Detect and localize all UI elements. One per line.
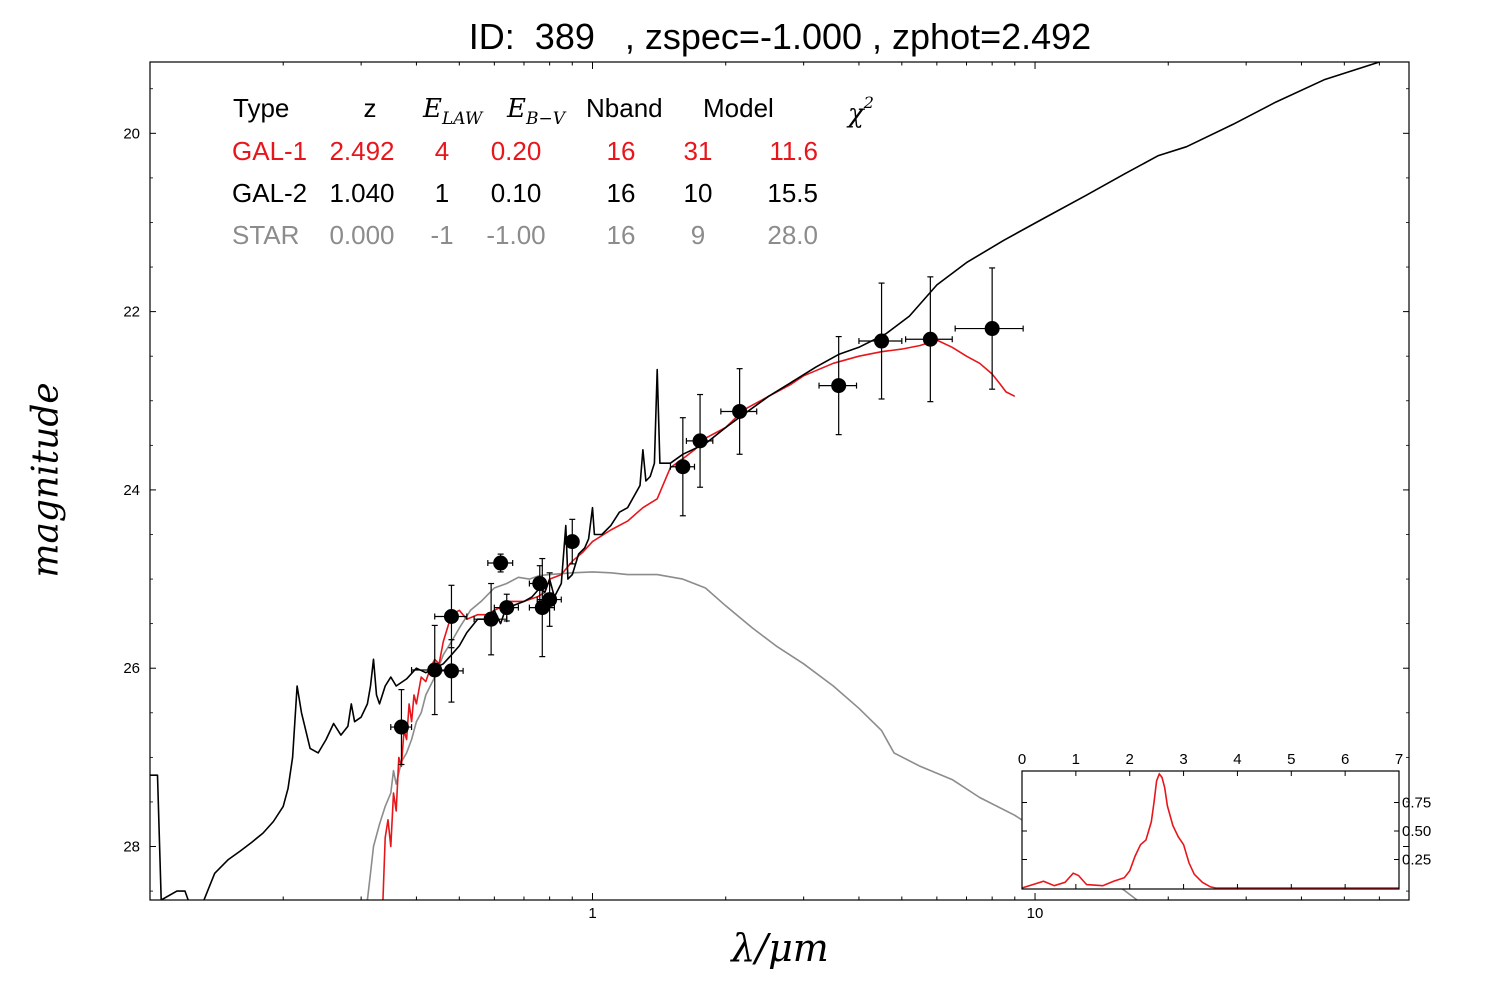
legend-row-star: STAR 0.000 -1 -1.00 16 9 28.0 [232, 220, 818, 250]
legend-cell-type: GAL-1 [232, 136, 307, 166]
photometry-point [493, 593, 519, 622]
series-line-gal-1 [382, 339, 1016, 900]
photometry-point [858, 282, 903, 400]
data-point [443, 609, 459, 625]
data-point [692, 433, 708, 449]
data-point [499, 600, 515, 616]
photometry-point [818, 335, 858, 436]
legend-cell-chi2: 28.0 [767, 220, 818, 250]
legend-cell-elaw: 4 [435, 136, 449, 166]
legend-cell-type: STAR [232, 220, 299, 250]
inset-x-tick-label: 3 [1179, 751, 1187, 768]
data-point [542, 592, 558, 608]
legend-cell-chi2: 15.5 [767, 178, 818, 208]
legend-header-z: z [364, 93, 377, 123]
inset-background [1022, 771, 1399, 889]
x-tick-label: 10 [1027, 905, 1044, 922]
photometry-point [390, 689, 413, 766]
data-point [564, 534, 580, 550]
inset-x-tick-label: 6 [1341, 751, 1349, 768]
photometry-point [905, 276, 953, 403]
photometry-point [528, 565, 551, 602]
series-line-gal-2 [150, 62, 1380, 900]
photometry-point [536, 572, 562, 627]
photometry-point [564, 518, 580, 565]
x-tick-label: 1 [588, 905, 596, 922]
legend-header-ebv: EB−V [506, 94, 567, 129]
photometry-point [487, 553, 514, 573]
legend-cell-elaw: -1 [430, 220, 453, 250]
chart-title: ID: 389 , zspec=-1.000 , zphot=2.492 [468, 16, 1092, 57]
data-point [532, 576, 548, 592]
photometry-point [669, 417, 696, 517]
legend-header-elaw: ELAW [422, 94, 484, 129]
inset-x-tick-label: 7 [1395, 751, 1403, 768]
inset-axis-ticks: 0 1 2 3 4 5 6 7 0.25 0.50 0.75 [1018, 751, 1431, 889]
data-point [427, 662, 443, 678]
pdz-line [1022, 772, 1399, 889]
legend-cell-model: 10 [684, 178, 713, 208]
data-point [393, 719, 409, 735]
legend-cell-z: 1.040 [329, 178, 394, 208]
photometry-point [434, 584, 468, 649]
data-point [984, 321, 1000, 337]
legend-cell-nband: 16 [607, 136, 636, 166]
legend-cell-model: 31 [684, 136, 713, 166]
legend-cell-chi2: 11.6 [769, 136, 818, 166]
inset-frame [1021, 770, 1400, 890]
pdz-curve [1022, 772, 1399, 889]
photometry-point [720, 368, 758, 455]
photometry-point [473, 582, 508, 656]
data-point [874, 333, 890, 349]
data-point [675, 459, 691, 475]
photometry-point [685, 393, 714, 488]
legend-cell-z: 2.492 [329, 136, 394, 166]
legend-cell-model: 9 [691, 220, 705, 250]
inset-x-tick-label: 2 [1126, 751, 1134, 768]
legend-cell-elaw: 1 [435, 178, 449, 208]
data-point [493, 555, 509, 571]
y-tick-label: 22 [123, 304, 140, 321]
y-tick-label: 20 [123, 125, 140, 142]
data-point [483, 611, 499, 627]
legend-cell-z: 0.000 [329, 220, 394, 250]
inset-y-tick-label: 0.75 [1402, 795, 1431, 812]
photometry-points [390, 267, 1024, 766]
y-tick-label: 24 [123, 482, 140, 499]
legend-cell-nband: 16 [607, 178, 636, 208]
legend-cell-ebv: -1.00 [486, 220, 545, 250]
photometry-point [954, 267, 1024, 390]
inset-y-tick-label: 0.50 [1402, 823, 1431, 840]
x-axis-label: λ/μm [731, 926, 829, 970]
photometry-point [438, 639, 464, 703]
inset-x-tick-label: 4 [1233, 751, 1241, 768]
pdz-inset: 0 1 2 3 4 5 6 7 0.25 0.50 0.75 [1018, 751, 1431, 890]
data-point [831, 378, 847, 394]
legend-cell-ebv: 0.10 [491, 178, 542, 208]
legend-header-chi2: χ2 [846, 93, 874, 129]
legend-cell-nband: 16 [607, 220, 636, 250]
inset-x-tick-label: 1 [1072, 751, 1080, 768]
data-point [443, 663, 459, 679]
y-tick-label: 26 [123, 660, 140, 677]
y-tick-label: 28 [123, 839, 140, 856]
legend-header-type: Type [233, 93, 289, 123]
legend-cell-type: GAL-2 [232, 178, 307, 208]
legend-row-gal-1: GAL-1 2.492 4 0.20 16 31 11.6 [232, 136, 818, 166]
inset-x-tick-label: 0 [1018, 751, 1026, 768]
inset-x-tick-label: 5 [1287, 751, 1295, 768]
legend-header-model: Model [703, 93, 774, 123]
plot-frame [149, 61, 1410, 901]
legend-header-nband: Nband [586, 93, 663, 123]
data-point [922, 331, 938, 347]
legend-rows: GAL-1 2.492 4 0.20 16 31 11.6 GAL-2 1.040 1 0.10 16… [232, 136, 818, 250]
data-point [732, 403, 748, 419]
legend-row-gal-2: GAL-2 1.040 1 0.10 16 10 15.5 [232, 178, 818, 208]
legend: Type z ELAW EB−V Nband Model χ2 GAL-1 2.4… [232, 93, 874, 250]
legend-cell-ebv: 0.20 [491, 136, 542, 166]
inset-y-tick-label: 0.25 [1402, 852, 1431, 869]
